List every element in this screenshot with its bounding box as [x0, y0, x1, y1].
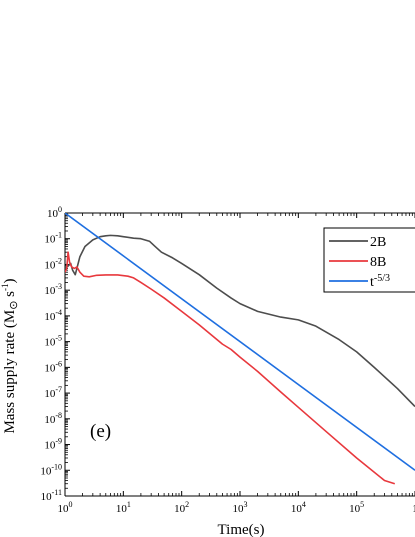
y-tick-label: 10-9 [44, 437, 62, 452]
series-line-0 [65, 234, 415, 408]
tick-labels: 100 101 102 103 104 105 1 100 10-1 10-2 10-3 10-4 10… [40, 205, 415, 515]
y-axis-title: Mass supply rate (M⊙ s-1) [0, 278, 20, 433]
legend-label-8b: 8B [370, 255, 386, 270]
y-tick-label: 10-6 [44, 359, 62, 374]
legend-label-2b: 2B [370, 235, 386, 250]
x-tick-label: 102 [174, 500, 189, 515]
series-lines [65, 213, 415, 485]
y-tick-label: 10-7 [44, 385, 62, 400]
x-axis-title: Time(s) [218, 522, 265, 537]
x-tick-label: 104 [291, 500, 306, 515]
series-line-1 [65, 251, 396, 485]
legend: 2B 8B t-5/3 [323, 227, 415, 293]
y-tick-label: 10-10 [40, 462, 62, 477]
y-tick-label: 10-11 [41, 488, 62, 503]
y-tick-label: 100 [47, 205, 62, 220]
y-tick-label: 10-2 [44, 256, 62, 271]
x-tick-label: 101 [116, 500, 131, 515]
y-tick-label: 10-4 [44, 308, 62, 323]
x-tick-label: 103 [233, 500, 248, 515]
y-tick-label: 10-3 [44, 282, 62, 297]
y-tick-label: 10-5 [44, 334, 62, 349]
y-tick-label: 10-8 [44, 411, 62, 426]
panel-label: (e) [90, 421, 111, 442]
y-tick-label: 10-1 [44, 231, 62, 246]
legend-label-t53: t-5/3 [370, 273, 390, 290]
x-tick-label: 105 [349, 500, 364, 515]
x-tick-label: 1 [412, 503, 415, 515]
x-tick-label: 100 [58, 500, 73, 515]
axis-ticks [64, 212, 415, 497]
series-line-2 [65, 213, 415, 471]
